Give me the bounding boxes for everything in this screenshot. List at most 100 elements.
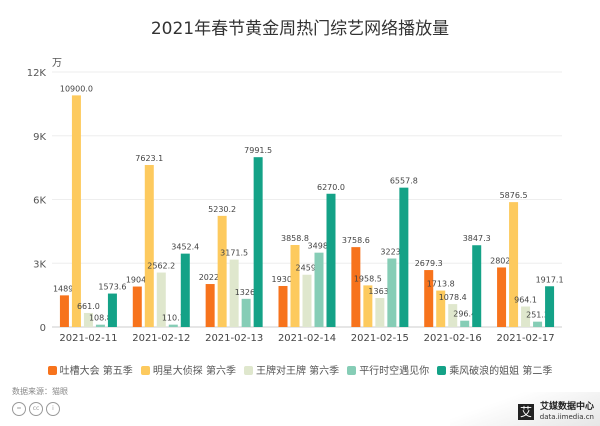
data-label: 3758.6 [342,236,370,245]
data-label: 251.3 [526,311,549,320]
logo: 艾 艾媒数据中心 data.iimedia.cn [450,392,600,426]
bar [472,245,482,327]
data-label: 2562.2 [147,262,175,271]
bar [545,286,555,327]
legend-label: 王牌对王牌 第六季 [256,366,340,377]
bar-chart: 0 3K 6K 9K 12K 万 2021-02-11 1489. 10900.0 661.0 10… [27,58,564,344]
bar [168,324,178,327]
data-label: 2679.3 [415,259,443,268]
data-label: 2022. [199,273,222,282]
legend-item[interactable]: 王牌对王牌 第六季 [244,362,339,377]
bar [424,270,434,327]
data-label: 1917.1 [536,275,564,284]
x-tick-label: 2021-02-15 [351,333,409,344]
bar [302,274,312,327]
bar [229,259,239,327]
bar [278,285,288,327]
y-axis-unit: 万 [52,58,62,69]
data-label: 3452.4 [171,243,199,252]
bar [387,258,397,327]
data-label: 1326. [235,288,258,297]
x-tick-label: 2021-02-17 [497,333,555,344]
legend-swatch [244,366,253,375]
bar [59,295,69,327]
data-label: 3858.8 [281,234,309,243]
bar [107,293,117,327]
data-label: 3498. [308,242,331,251]
legend-item[interactable]: 乘风破浪的姐姐 第二季 [437,362,552,377]
data-label: 7991.5 [244,146,272,155]
bar [205,284,215,327]
data-label: 3847.3 [463,234,491,243]
data-label: 5230.2 [208,205,236,214]
logo-url: data.iimedia.cn [539,413,594,421]
x-tick-label: 2021-02-13 [205,333,263,344]
legend: 吐槽大会 第五季 明星大侦探 第六季 王牌对王牌 第六季 平行时空遇见你 乘风破浪的姐姐… [0,362,600,377]
bar [460,320,470,327]
bar [509,202,519,327]
legend-label: 吐槽大会 第五季 [59,366,133,377]
bar [71,95,81,327]
bar [497,267,507,327]
bar [217,215,227,327]
bar [363,285,373,327]
bar [399,187,409,327]
x-tick-label: 2021-02-14 [278,333,336,344]
chart-title: 2021年春节黄金周热门综艺网络播放量 [150,19,450,39]
x-tick-label: 2021-02-16 [424,333,482,344]
cc-icon: cc [29,402,43,416]
equals-icon: = [12,402,26,416]
legend-swatch [347,366,357,375]
data-label: 6270.0 [317,183,345,192]
y-tick-label: 3K [33,259,46,270]
bar [436,290,446,327]
bar [375,298,385,327]
bar [533,321,543,327]
bar [253,157,263,327]
data-label: 3223. [380,248,403,257]
legend-label: 乘风破浪的姐姐 第二季 [449,366,553,377]
bar [241,298,251,327]
license-icons: = cc i [12,402,60,416]
data-label: 964.1 [514,296,537,305]
data-source: 数据来源：猫眼 [12,387,68,396]
logo-mark: 艾 [518,404,534,420]
data-label: 1713.8 [427,280,455,289]
data-label: 1904. [126,276,149,285]
bar [448,304,458,327]
data-label: 6557.8 [390,177,418,186]
y-tick-label: 9K [33,132,46,143]
data-label: 3171.5 [220,249,248,258]
data-label: 2459. [296,264,319,273]
legend-swatch [47,366,57,375]
data-label: 7623.1 [135,154,163,163]
x-tick-label: 2021-02-12 [132,333,190,344]
bar [351,247,361,327]
data-label: 108.8 [89,314,112,323]
legend-swatch [437,366,447,375]
data-label: 1573.6 [98,283,126,292]
legend-label: 平行时空遇见你 [359,366,430,377]
legend-item[interactable]: 明星大侦探 第六季 [140,362,236,377]
legend-item[interactable]: 平行时空遇见你 [347,362,429,377]
bar [95,324,105,327]
bar [144,165,154,327]
data-label: 661.0 [77,302,100,311]
bar [132,286,142,327]
y-tick-label: 12K [27,68,47,79]
legend-swatch [140,366,150,375]
person-icon: i [46,402,60,416]
bar [521,306,531,327]
data-label: 5876.5 [500,191,528,200]
data-label: 110.7 [162,314,185,323]
legend-item[interactable]: 吐槽大会 第五季 [47,362,133,377]
y-tick-label: 6K [33,196,46,207]
bar [326,193,336,327]
data-label: 1930. [272,275,295,284]
y-tick-label: 0 [40,323,46,334]
data-label: 2802. [490,256,513,265]
logo-name: 艾媒数据中心 [539,402,594,412]
data-label: 296.4 [453,310,476,319]
legend-label: 明星大侦探 第六季 [152,366,236,377]
